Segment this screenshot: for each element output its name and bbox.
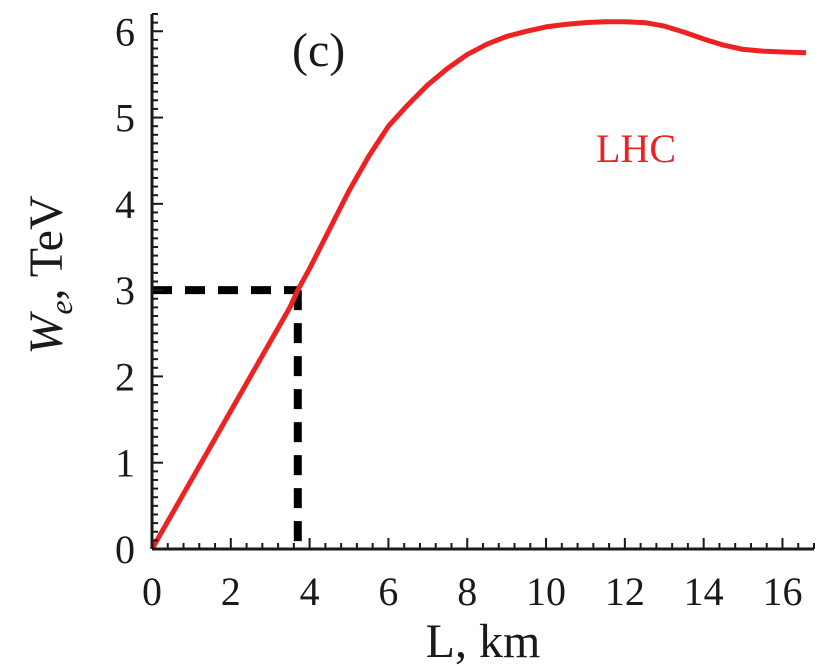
x-tick-label: 10 [526, 569, 566, 614]
x-tick-label: 6 [378, 569, 398, 614]
y-axis-title-sub: e [43, 300, 79, 314]
axes [150, 14, 814, 551]
x-tick-label: 14 [684, 569, 724, 614]
x-tick-label: 8 [457, 569, 477, 614]
y-tick-label: 5 [115, 96, 135, 141]
x-tick-label: 12 [605, 569, 645, 614]
y-tick-label: 4 [115, 182, 135, 227]
y-tick-label: 1 [115, 441, 135, 486]
x-tick-label: 2 [221, 569, 241, 614]
y-axis-title-main: W [20, 311, 73, 355]
y-tick-label: 2 [115, 354, 135, 399]
series-label-lhc: LHC [596, 126, 676, 171]
x-tick-label: 16 [762, 569, 802, 614]
y-tick-label: 3 [115, 268, 135, 313]
series-line-lhc [149, 19, 807, 551]
y-axis-title: We, TeV [20, 195, 79, 355]
y-tick-label: 0 [115, 527, 135, 572]
panel-label: (c) [292, 24, 345, 77]
x-tick-label: 4 [300, 569, 320, 614]
x-tick-label: 0 [142, 569, 162, 614]
y-tick-label: 6 [115, 9, 135, 54]
axis-ticks [151, 13, 815, 550]
x-axis-title: L, km [426, 615, 541, 666]
y-axis-title-rest: , TeV [20, 195, 73, 300]
plot-area [149, 19, 807, 553]
